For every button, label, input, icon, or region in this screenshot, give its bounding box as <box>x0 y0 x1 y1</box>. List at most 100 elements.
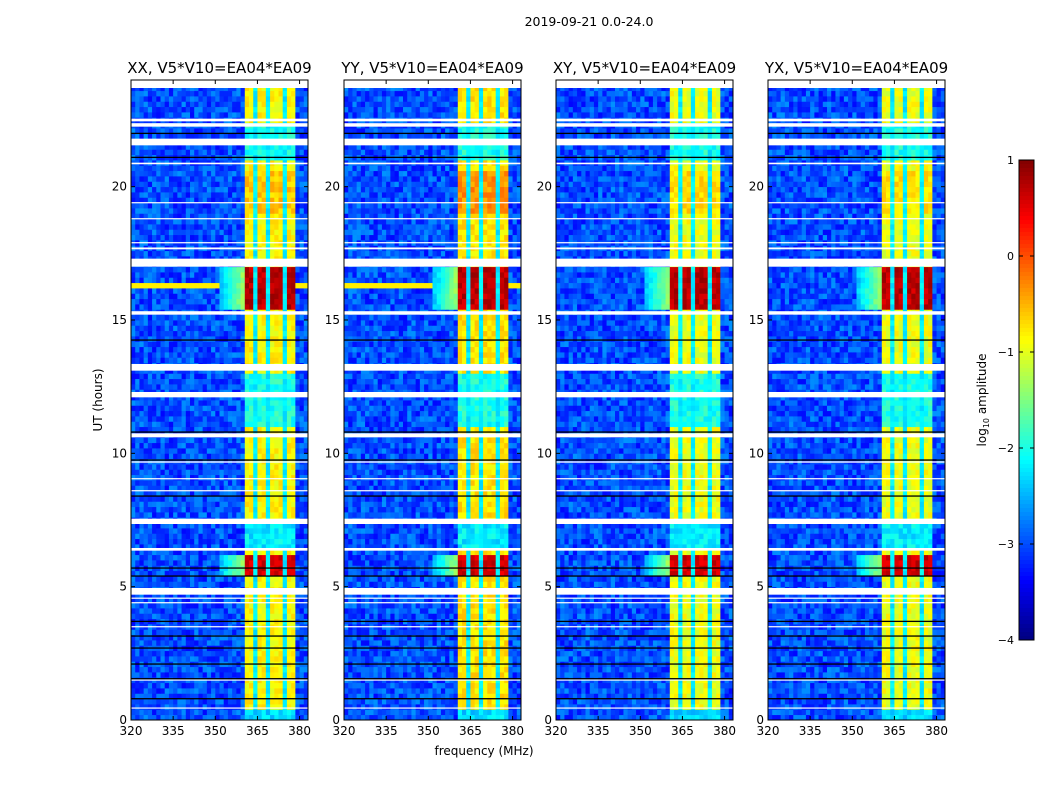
heatmap-cell <box>181 341 187 348</box>
heatmap-cell <box>147 197 153 204</box>
heatmap-cell <box>202 272 208 278</box>
heatmap-cell <box>299 176 305 182</box>
heatmap-cell <box>139 570 145 577</box>
heatmap-cell <box>181 400 187 406</box>
heatmap-cell <box>185 570 191 577</box>
heatmap-cell <box>143 176 149 182</box>
heatmap-cell <box>303 437 309 444</box>
heatmap-cell <box>261 202 267 209</box>
heatmap-cell <box>274 640 279 646</box>
heatmap-cell <box>164 629 170 636</box>
heatmap-cell <box>265 325 271 332</box>
heatmap-cell <box>236 202 241 209</box>
heatmap-cell <box>278 437 284 444</box>
heatmap-cell <box>160 229 166 236</box>
heatmap-cell <box>173 597 178 604</box>
heatmap-cell <box>202 538 208 545</box>
heatmap-cell <box>223 90 229 97</box>
heatmap-cell <box>202 544 208 550</box>
heatmap-cell <box>240 688 246 694</box>
heatmap-cell <box>156 229 161 236</box>
heatmap-cell <box>164 384 170 390</box>
heatmap-cell <box>211 202 216 209</box>
heatmap-cell <box>143 597 149 604</box>
heatmap-cell <box>236 106 241 113</box>
heatmap-cell <box>236 416 241 422</box>
heatmap-cell <box>257 421 263 428</box>
heatmap-cell <box>274 533 279 540</box>
heatmap-cell <box>198 144 204 150</box>
heatmap-cell <box>147 224 153 230</box>
heatmap-cell <box>160 522 166 529</box>
heatmap-cell <box>265 554 271 561</box>
heatmap-cell <box>265 528 271 534</box>
heatmap-cell <box>168 128 174 134</box>
heatmap-cell <box>240 682 246 689</box>
heatmap-cell <box>249 709 254 716</box>
heatmap-cell <box>286 538 292 545</box>
heatmap-cell <box>274 666 279 673</box>
heatmap-cell <box>227 394 233 401</box>
heatmap-cell <box>265 485 271 492</box>
heatmap-cell <box>236 709 241 716</box>
heatmap-cell <box>261 506 267 513</box>
heatmap-cell <box>291 506 296 513</box>
heatmap-cell <box>152 373 157 380</box>
heatmap-cell <box>282 368 288 374</box>
heatmap-cell <box>139 533 145 540</box>
heatmap-cell <box>198 490 204 497</box>
heatmap-cell <box>135 314 140 321</box>
heatmap-cell <box>265 453 271 460</box>
heatmap-cell <box>147 85 153 92</box>
heatmap-cell <box>160 485 166 492</box>
heatmap-cell <box>291 581 296 588</box>
heatmap-cell <box>211 480 216 486</box>
heatmap-cell <box>232 421 237 428</box>
heatmap-cell <box>156 501 161 508</box>
heatmap-cell <box>202 421 208 428</box>
heatmap-cell <box>303 581 309 588</box>
heatmap-cell <box>219 496 225 502</box>
heatmap-cell <box>295 282 300 289</box>
heatmap-cell <box>206 405 212 412</box>
heatmap-cell <box>257 469 263 476</box>
heatmap-cell <box>156 282 161 289</box>
heatmap-cell <box>160 474 166 481</box>
heatmap-cell <box>173 426 178 433</box>
heatmap-cell <box>278 485 284 492</box>
heatmap-cell <box>253 272 258 278</box>
heatmap-cell <box>236 288 241 294</box>
heatmap-cell <box>143 85 149 92</box>
heatmap-cell <box>173 522 178 529</box>
heatmap-cell <box>139 192 145 198</box>
heatmap-cell <box>265 197 271 204</box>
heatmap-cell <box>206 650 212 657</box>
heatmap-cell <box>278 368 284 374</box>
heatmap-cell <box>261 650 267 657</box>
heatmap-cell <box>299 101 305 108</box>
heatmap-cell <box>177 570 182 577</box>
heatmap-cell <box>278 581 284 588</box>
heatmap-cell <box>274 282 279 289</box>
heatmap-cell <box>160 213 166 220</box>
heatmap-cell <box>139 426 145 433</box>
heatmap-cell <box>177 602 182 609</box>
heatmap-cell <box>215 229 220 236</box>
heatmap-cell <box>232 213 237 220</box>
heatmap-cell <box>177 480 182 486</box>
heatmap-cell <box>291 528 296 534</box>
heatmap-cell <box>160 293 166 300</box>
heatmap-cell <box>240 341 246 348</box>
heatmap-cell <box>181 368 187 374</box>
heatmap-cell <box>164 352 170 358</box>
heatmap-cell <box>190 528 195 534</box>
heatmap-cell <box>278 453 284 460</box>
heatmap-cell <box>160 693 166 700</box>
heatmap-cell <box>249 592 254 598</box>
heatmap-cell <box>223 453 229 460</box>
heatmap-cell <box>139 474 145 481</box>
heatmap-cell <box>177 170 182 177</box>
heatmap-cell <box>227 480 233 486</box>
heatmap-cell <box>274 528 279 534</box>
heatmap-cell <box>202 218 208 225</box>
